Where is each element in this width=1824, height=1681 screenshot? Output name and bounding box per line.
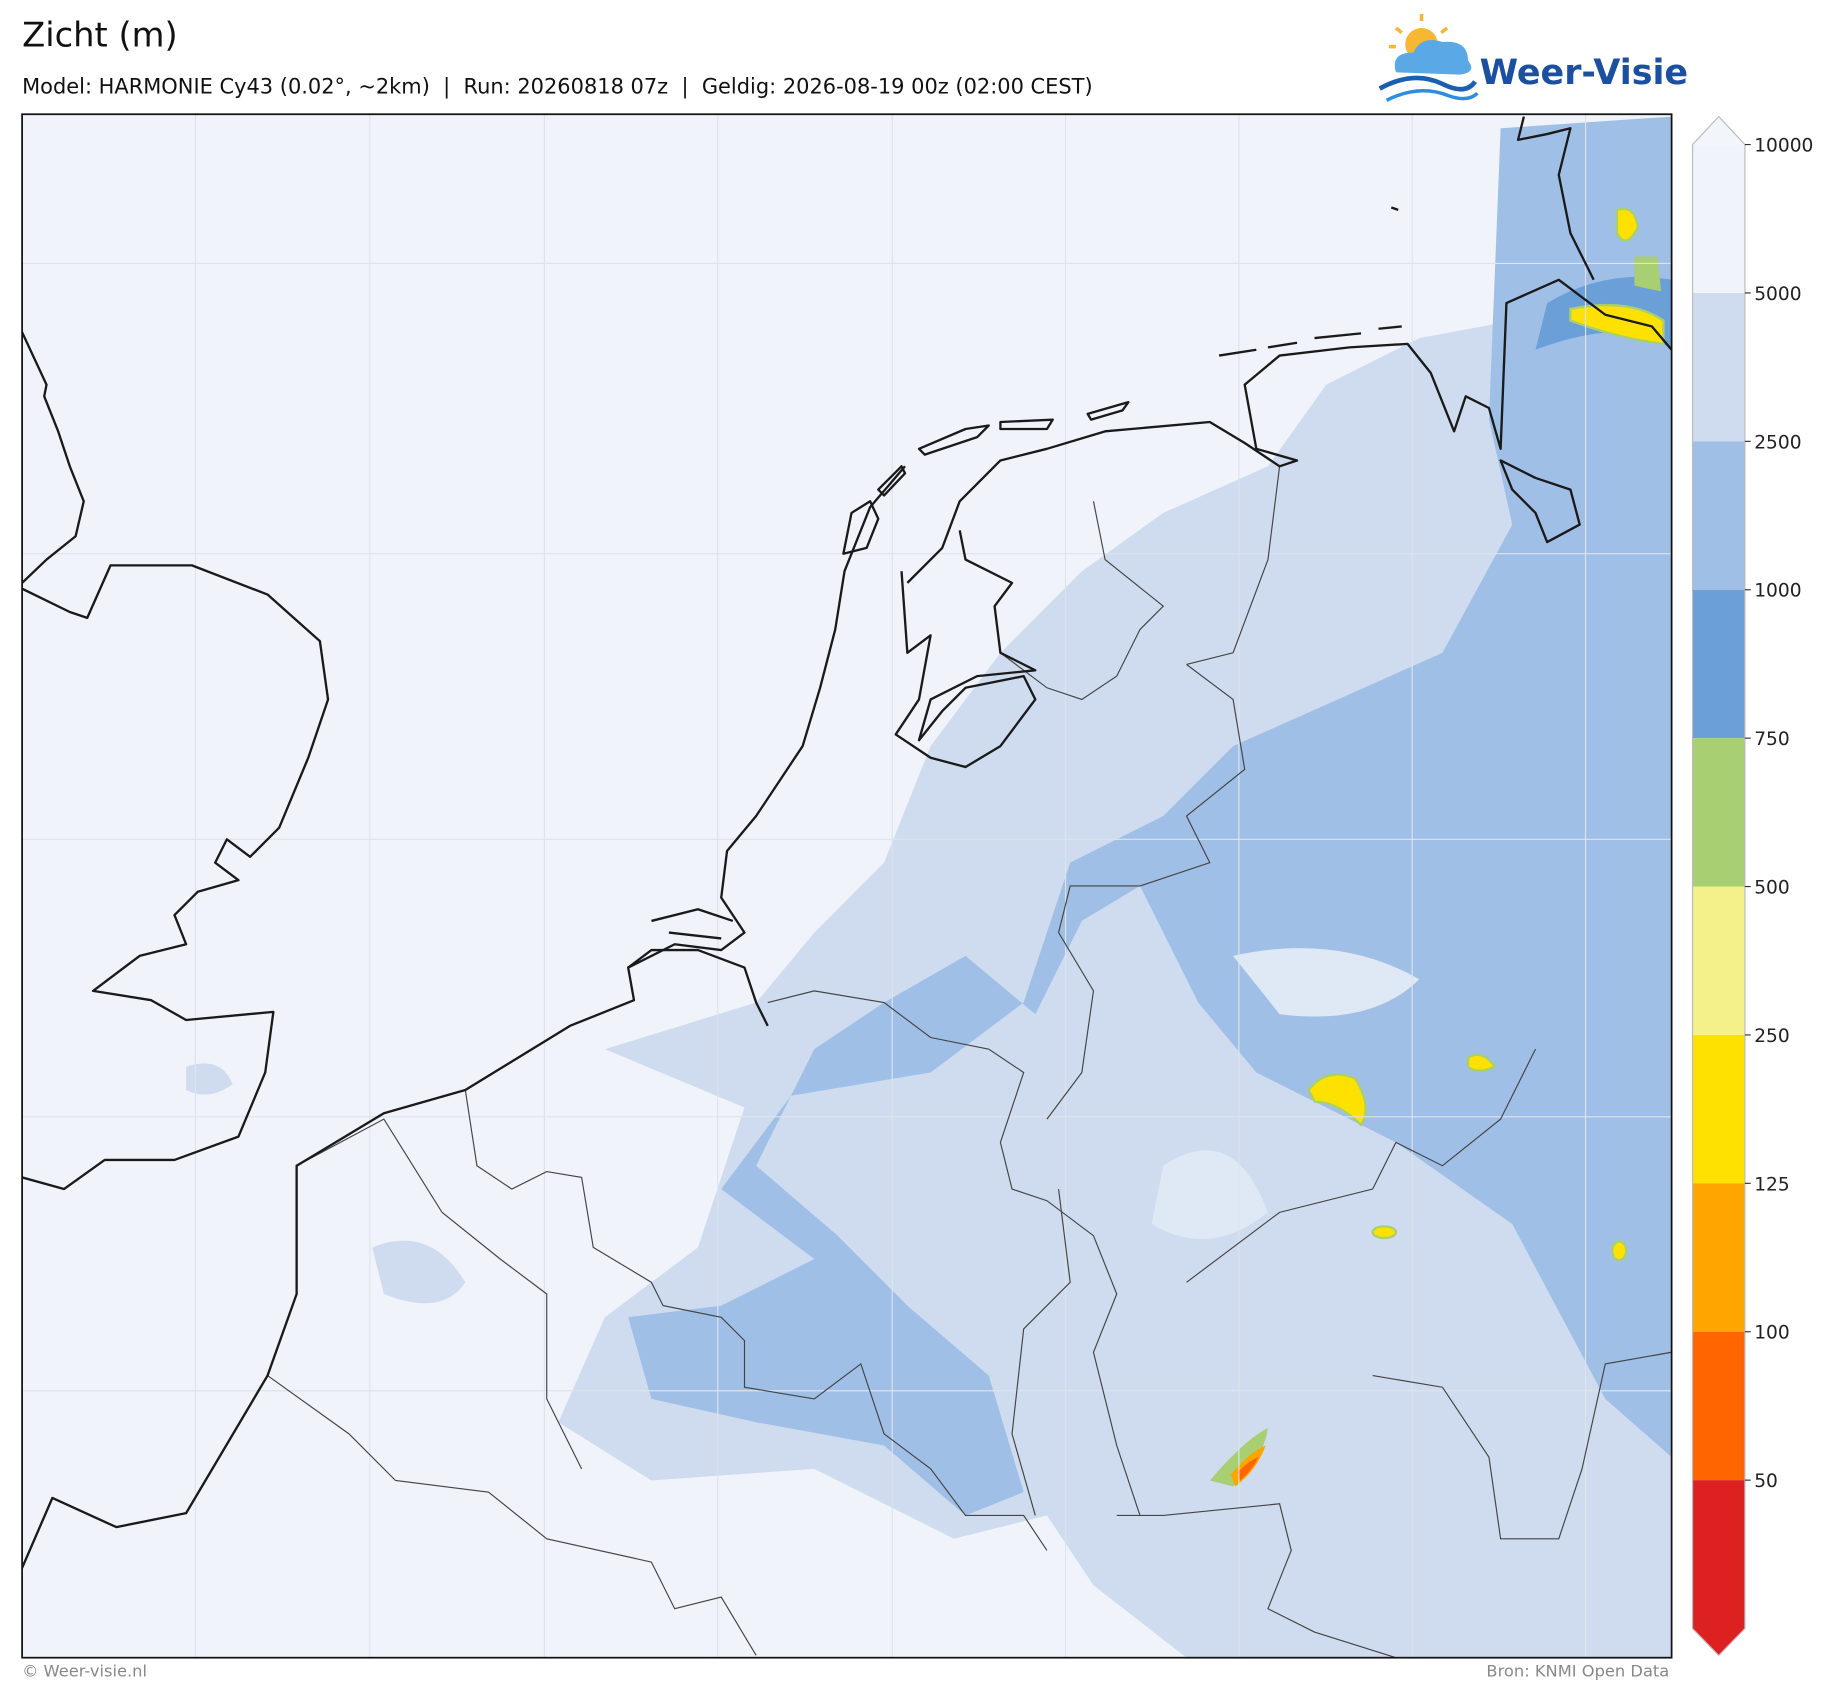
colorbar: 10000 5000 2500 1000 750 500 250 125 100 50 — [1691, 115, 1813, 1657]
map — [21, 113, 1673, 1659]
colorbar-tick-label: 100 — [1754, 1323, 1790, 1344]
colorbar-tick-label: 500 — [1754, 878, 1790, 899]
visibility-field — [186, 116, 1672, 1658]
colorbar-band — [1692, 886, 1745, 1035]
map-frame — [21, 113, 1673, 1659]
colorbar-band — [1692, 144, 1745, 293]
footer-right: Bron: KNMI Open Data — [1486, 1661, 1669, 1680]
colorbar-tick-label: 10000 — [1754, 136, 1813, 157]
colorbar-band — [1692, 292, 1745, 442]
colorbar-tick-label: 125 — [1754, 1174, 1790, 1195]
colorbar-band — [1692, 738, 1745, 887]
colorbar-tick-label: 5000 — [1754, 284, 1801, 305]
logo-icon — [1378, 13, 1479, 102]
logo: Weer-Visie — [1378, 13, 1688, 102]
colorbar-band — [1692, 1034, 1745, 1184]
title: Zicht (m) — [22, 16, 178, 55]
logo-text: Weer-Visie — [1480, 53, 1688, 93]
borders — [267, 466, 1672, 1658]
graticule — [22, 114, 1672, 1658]
colorbar-tick-label: 1000 — [1754, 581, 1801, 602]
colorbar-band — [1692, 1183, 1745, 1332]
colorbar-tick-label: 2500 — [1754, 432, 1801, 453]
colorbar-outline — [1691, 115, 1746, 1657]
colorbar-band — [1692, 441, 1745, 590]
colorbar-tick-label: 250 — [1754, 1026, 1790, 1047]
colorbar-band — [1692, 1331, 1745, 1481]
footer-left: © Weer-visie.nl — [22, 1661, 147, 1680]
coastlines — [22, 116, 1672, 1569]
colorbar-band — [1692, 589, 1745, 739]
subtitle: Model: HARMONIE Cy43 (0.02°, ~2km) | Run… — [22, 74, 1093, 99]
colorbar-tick-label: 750 — [1754, 729, 1790, 750]
colorbar-tick-label: 50 — [1754, 1471, 1778, 1492]
colorbar-band — [1692, 1480, 1745, 1629]
colorbar-under — [1692, 1628, 1745, 1656]
colorbar-over — [1692, 116, 1745, 145]
